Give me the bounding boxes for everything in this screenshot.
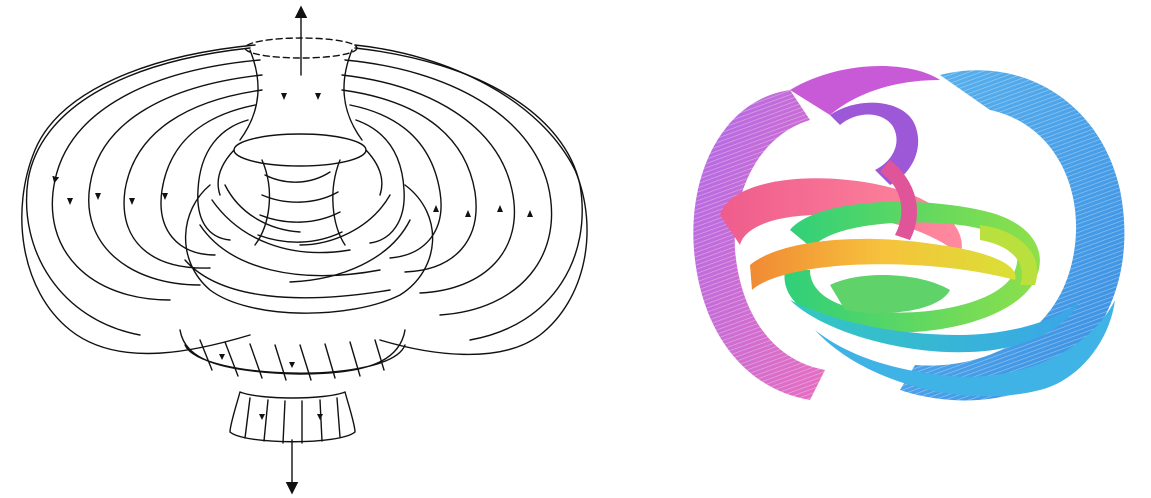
lime-ribbon bbox=[980, 225, 1038, 285]
hopf-fibration-colored-render bbox=[640, 0, 1151, 498]
blue-shell-stripes bbox=[900, 70, 1125, 401]
hopf-fibration-line-drawing bbox=[21, 5, 588, 495]
inner-green-twist bbox=[830, 274, 950, 314]
gold-ribbon bbox=[750, 238, 1016, 290]
inner-spiral-lines bbox=[184, 171, 411, 299]
inner-tube bbox=[254, 159, 346, 246]
cyan-sweep bbox=[815, 300, 1115, 397]
lower-band bbox=[179, 329, 406, 375]
teal-ribbon bbox=[790, 300, 1080, 353]
magenta-center bbox=[880, 160, 918, 240]
magenta-arch bbox=[790, 66, 940, 115]
purple-ribbon bbox=[830, 102, 919, 185]
bottom-cup-lines bbox=[244, 397, 341, 444]
middle-torus-top bbox=[233, 133, 367, 167]
top-tube bbox=[239, 49, 363, 141]
left-lobe-field-lines bbox=[25, 47, 263, 336]
middle-torus-body bbox=[184, 149, 434, 314]
direction-arrows bbox=[67, 93, 533, 420]
right-lobe-field-lines bbox=[341, 47, 583, 341]
violet-shell-stripes bbox=[693, 90, 825, 400]
bottom-cup bbox=[229, 391, 356, 443]
lower-band-lines bbox=[199, 339, 385, 381]
rainbow-ribbons-render bbox=[693, 66, 1125, 401]
field-lines-diagram bbox=[21, 5, 588, 495]
